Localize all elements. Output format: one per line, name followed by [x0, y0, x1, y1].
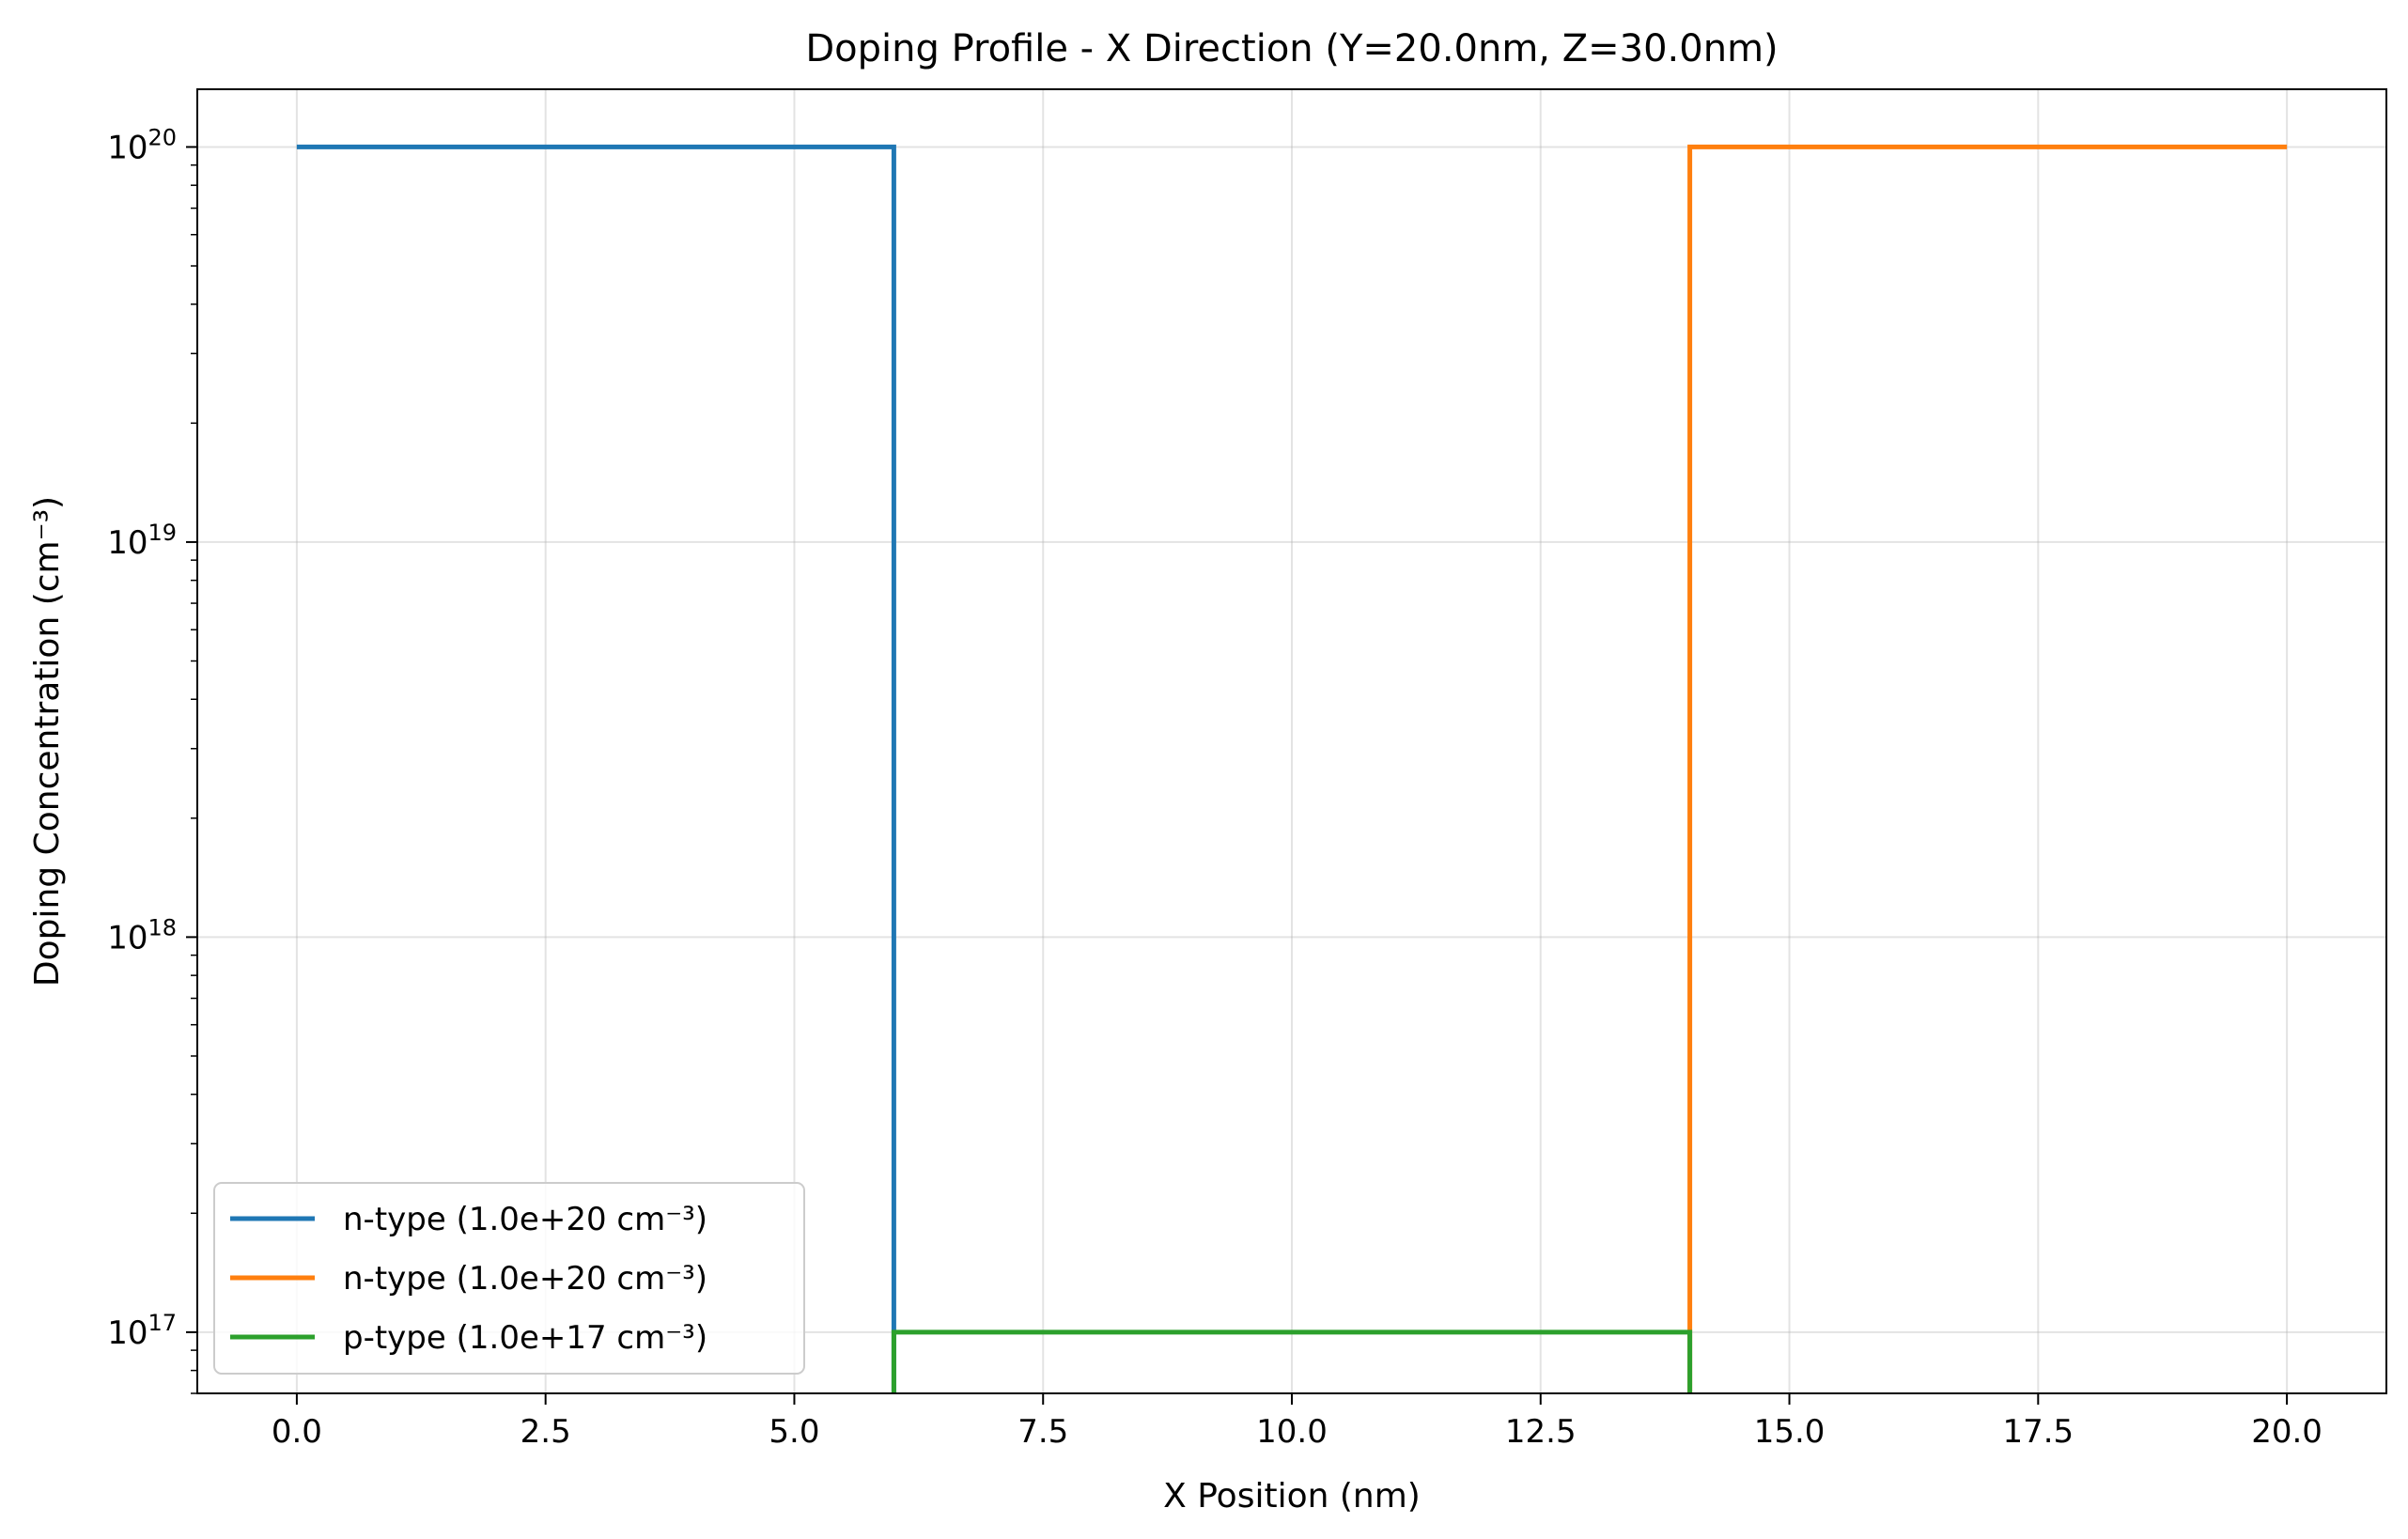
legend-frame — [213, 1182, 805, 1375]
y-tick-label: 1020 — [107, 124, 177, 166]
x-tick-label: 12.5 — [1505, 1413, 1577, 1451]
chart-title: Doping Profile - X Direction (Y=20.0nm, … — [805, 27, 1778, 70]
x-tick-label: 5.0 — [769, 1413, 819, 1451]
y-tick-label: 1017 — [107, 1310, 177, 1352]
series-line-2 — [1687, 144, 2288, 1393]
y-tick-label: 1019 — [107, 520, 177, 562]
x-tick-label: 2.5 — [520, 1413, 571, 1451]
legend-label-1: n-type (1.0e+20 cm⁻³) — [343, 1201, 707, 1238]
x-tick-label: 10.0 — [1256, 1413, 1328, 1451]
series-line-3 — [891, 1329, 1693, 1393]
x-tick-label: 7.5 — [1018, 1413, 1068, 1451]
x-tick-label: 0.0 — [272, 1413, 322, 1451]
series-line-1 — [296, 144, 896, 1393]
series-layer — [296, 144, 2288, 1393]
y-axis-label: Doping Concentration (cm⁻³) — [28, 496, 67, 987]
y-tick-label: 1018 — [107, 914, 177, 956]
legend-label-2: n-type (1.0e+20 cm⁻³) — [343, 1260, 707, 1298]
legend: n-type (1.0e+20 cm⁻³) n-type (1.0e+20 cm⁻… — [213, 1182, 805, 1375]
x-axis-label: X Position (nm) — [1163, 1477, 1421, 1516]
tick-layer: 0.0 2.5 5.0 7.5 10.0 12.5 15.0 17.5 20.0 1017 1018… — [107, 124, 2323, 1451]
x-tick-label: 15.0 — [1754, 1413, 1825, 1451]
x-tick-label: 20.0 — [2251, 1413, 2323, 1451]
legend-label-3: p-type (1.0e+17 cm⁻³) — [343, 1319, 707, 1357]
x-tick-label: 17.5 — [2002, 1413, 2074, 1451]
